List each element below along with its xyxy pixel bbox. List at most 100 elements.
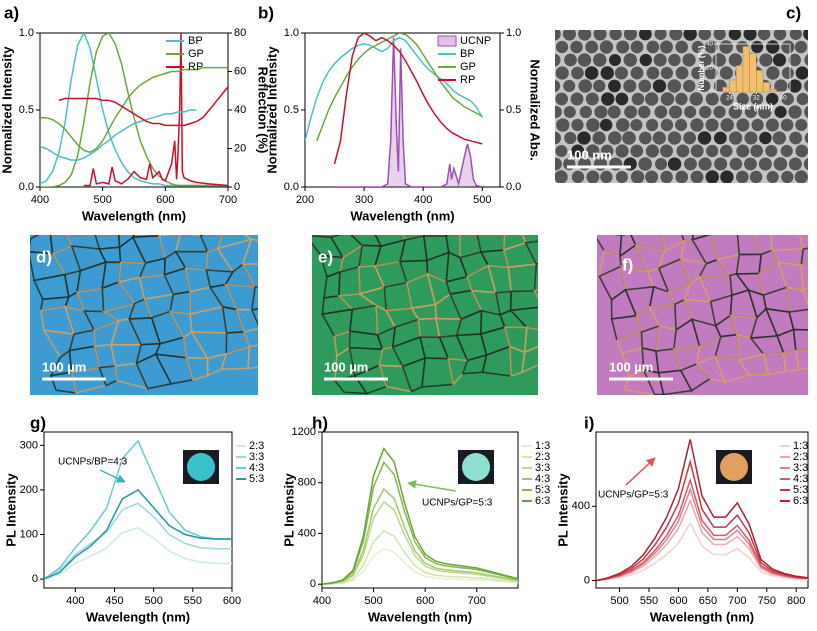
x-tick-label: 400 — [414, 194, 432, 206]
particle — [720, 170, 734, 183]
inset-photo-spot — [462, 453, 490, 481]
cell — [711, 210, 737, 234]
particle — [796, 92, 808, 106]
cell — [770, 235, 805, 252]
particle — [594, 105, 608, 119]
legend-label: 5:3 — [793, 484, 808, 496]
particle — [549, 183, 562, 196]
line — [58, 86, 228, 127]
particle — [698, 79, 711, 93]
panel-label: i) — [584, 413, 594, 432]
x-tick-label: 800 — [787, 595, 805, 607]
particle — [729, 157, 743, 171]
particle — [652, 79, 667, 93]
annotation: UCNPs/BP=4:3 — [58, 457, 128, 468]
y2-tick-label: 1.0 — [506, 27, 521, 39]
cell — [169, 290, 191, 316]
particle — [555, 40, 569, 54]
particle — [578, 79, 592, 93]
particle — [794, 170, 808, 183]
particle — [772, 53, 787, 67]
legend-label: 3:3 — [793, 462, 808, 474]
legend-label: 2:3 — [535, 451, 550, 463]
particle — [600, 66, 614, 80]
y2-tick-label: 80 — [234, 27, 246, 39]
annotation: UCNPs/GP=5:3 — [598, 490, 669, 501]
particle — [660, 40, 673, 54]
histogram-bar — [749, 53, 757, 93]
particle — [646, 40, 660, 54]
particle — [570, 40, 583, 54]
cell — [785, 286, 808, 313]
particle — [683, 183, 696, 196]
particle — [638, 131, 652, 145]
particle — [691, 40, 704, 54]
particle — [564, 131, 577, 145]
histogram-bar — [722, 86, 730, 93]
y-tick-label: 0.5 — [19, 104, 34, 116]
line — [40, 33, 228, 187]
particle — [593, 53, 607, 67]
x-tick-label: 600 — [156, 194, 174, 206]
particle — [690, 144, 704, 158]
particle — [699, 105, 712, 119]
particle — [728, 53, 743, 67]
scale-bar-label: 100 µm — [42, 359, 86, 374]
particle — [683, 79, 696, 93]
panel-label: a) — [4, 3, 19, 22]
particle — [712, 53, 726, 67]
particle — [654, 157, 668, 171]
annotation-arrow — [99, 469, 126, 483]
y-tick-label: 0.0 — [19, 181, 34, 193]
cell — [522, 235, 538, 244]
particle — [705, 92, 719, 106]
particle — [555, 106, 562, 118]
particle — [788, 157, 802, 171]
particle — [698, 30, 712, 41]
y2-tick-label: 60 — [234, 65, 246, 77]
x-tick-label: 500 — [610, 595, 628, 607]
x-tick-label: 400 — [313, 595, 331, 607]
particle — [758, 157, 772, 171]
y-tick-label: 0 — [32, 573, 38, 585]
particle — [654, 30, 667, 41]
legend-label: GP — [460, 61, 476, 73]
histogram-bar — [756, 70, 764, 93]
particle — [691, 66, 704, 80]
y-axis-label: PL Intensity — [281, 473, 296, 547]
particle — [781, 92, 794, 106]
particle — [555, 144, 568, 158]
particle — [668, 53, 681, 67]
particle — [570, 92, 584, 106]
micrograph — [549, 30, 808, 197]
particle — [631, 92, 645, 106]
particle — [623, 79, 637, 93]
line — [596, 477, 808, 582]
y2-tick-label: 40 — [234, 104, 246, 116]
particle — [555, 131, 561, 145]
line — [322, 487, 518, 585]
cell — [810, 304, 817, 330]
particle — [804, 105, 808, 119]
particle — [654, 105, 668, 119]
inset-y-tick-label: 20 — [706, 66, 713, 72]
cell — [476, 235, 506, 253]
panel-label: c) — [786, 3, 801, 22]
y-tick-label: 400 — [298, 527, 316, 539]
particle — [803, 157, 808, 171]
particle — [638, 30, 652, 41]
particle — [789, 131, 803, 145]
particle — [765, 144, 778, 158]
cell — [349, 304, 379, 336]
particle — [759, 184, 771, 196]
cell — [735, 253, 763, 275]
particle — [699, 183, 712, 196]
particle — [600, 144, 614, 158]
line — [44, 439, 232, 580]
particle — [719, 144, 733, 158]
y-axis-label: PL Intensity — [555, 473, 570, 547]
particle — [790, 184, 803, 197]
legend-label: 1:3 — [793, 440, 808, 452]
cell — [269, 336, 292, 366]
